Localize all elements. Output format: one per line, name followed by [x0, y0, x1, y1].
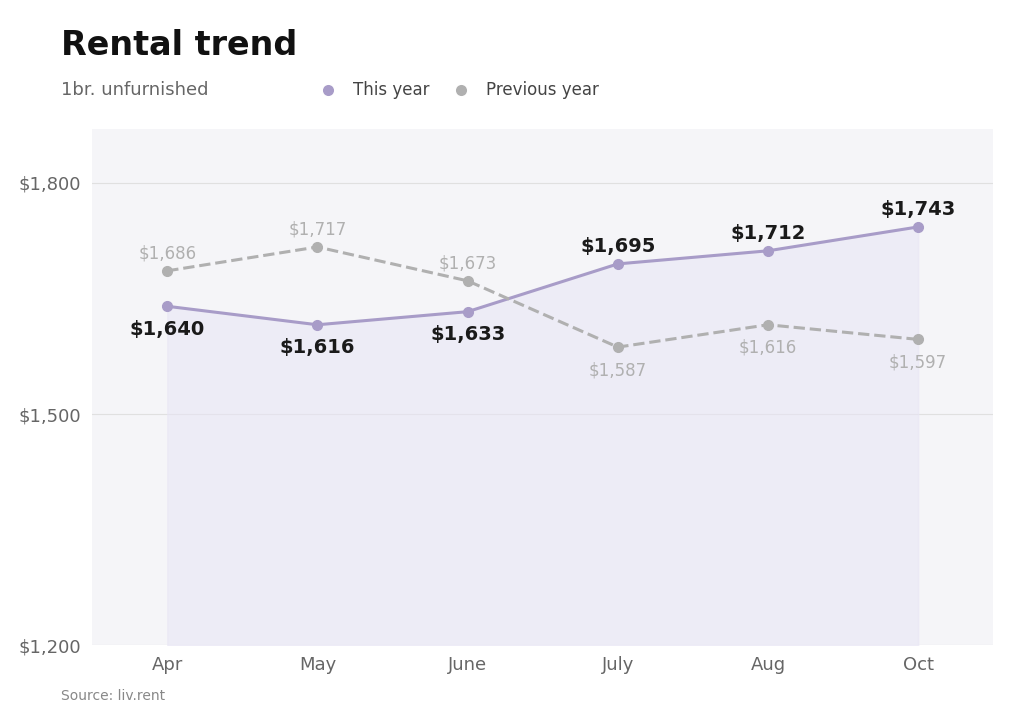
Text: $1,712: $1,712 — [730, 224, 806, 243]
Text: $1,587: $1,587 — [589, 361, 647, 379]
Bar — [92, 129, 243, 645]
Text: $1,640: $1,640 — [130, 320, 205, 339]
Text: $1,673: $1,673 — [438, 255, 497, 273]
Text: Previous year: Previous year — [486, 80, 599, 99]
Bar — [392, 129, 543, 645]
Text: $1,686: $1,686 — [138, 245, 197, 263]
Text: Source: liv.rent: Source: liv.rent — [61, 688, 166, 703]
Text: $1,743: $1,743 — [881, 201, 955, 219]
Text: $1,597: $1,597 — [889, 353, 947, 371]
Bar — [693, 129, 843, 645]
Text: $1,633: $1,633 — [430, 326, 505, 344]
Bar — [543, 129, 693, 645]
Text: This year: This year — [353, 80, 430, 99]
Text: Rental trend: Rental trend — [61, 29, 298, 62]
Bar — [843, 129, 993, 645]
Text: $1,717: $1,717 — [289, 221, 346, 239]
Text: $1,616: $1,616 — [280, 338, 355, 357]
Text: $1,695: $1,695 — [581, 237, 655, 257]
Text: $1,616: $1,616 — [739, 339, 797, 357]
Text: 1br. unfurnished: 1br. unfurnished — [61, 80, 209, 99]
Bar — [243, 129, 392, 645]
